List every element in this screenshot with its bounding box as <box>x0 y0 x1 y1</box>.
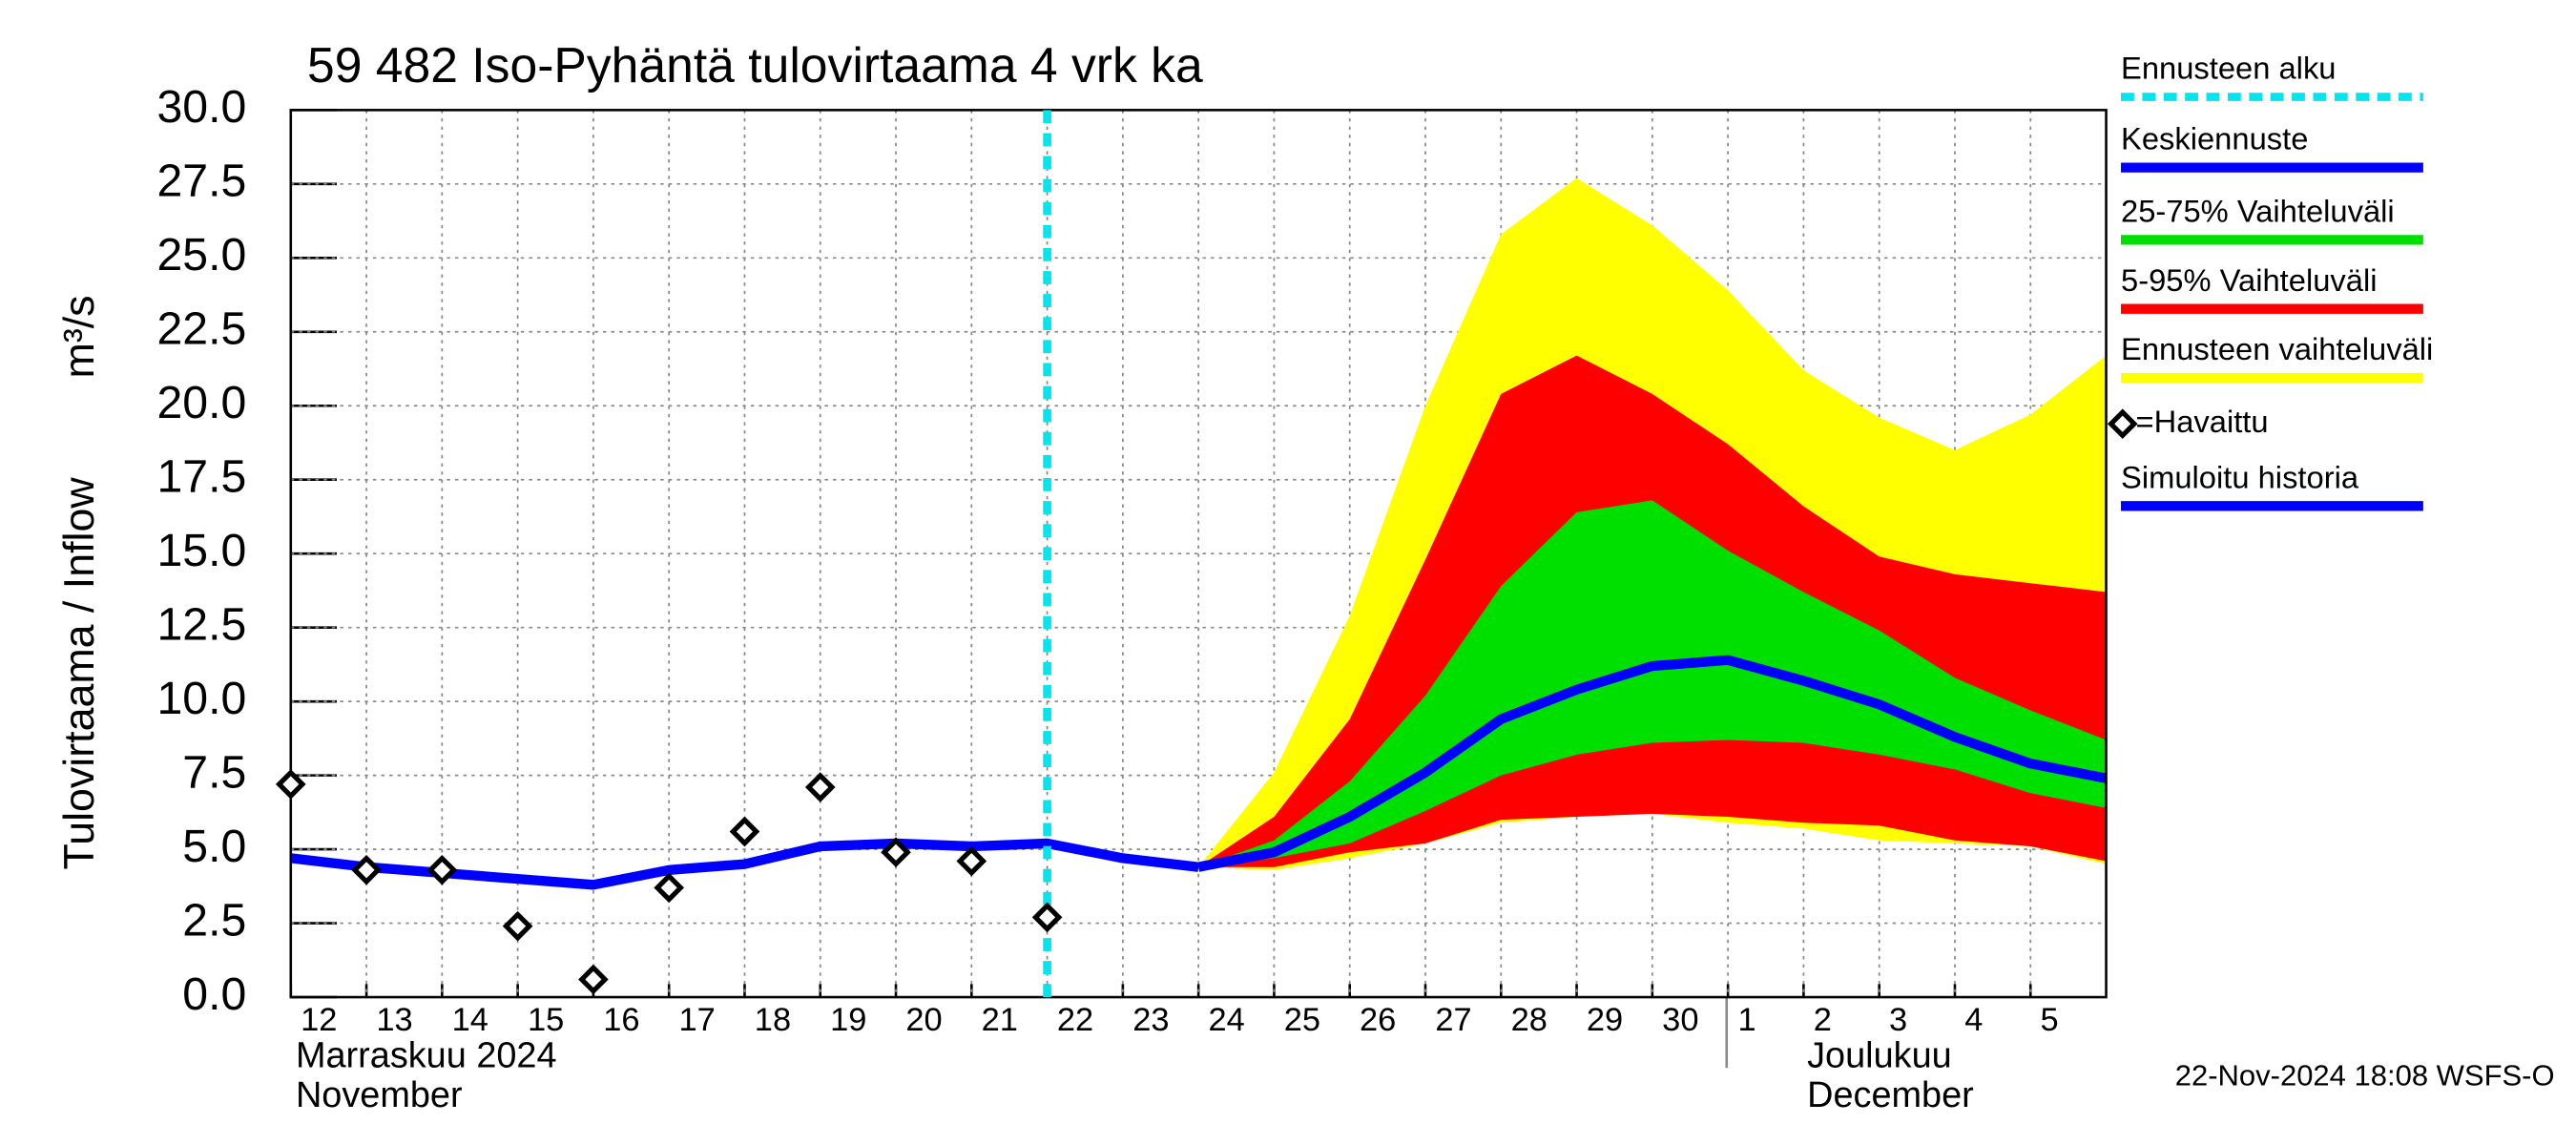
plot-frame <box>289 109 2108 999</box>
x-tick-label: 24 <box>1208 1002 1244 1038</box>
observed-point <box>275 769 306 800</box>
legend-label: Ennusteen alku <box>2121 51 2336 86</box>
x-tick-label: 14 <box>452 1002 488 1038</box>
x-tick-label: 28 <box>1511 1002 1548 1038</box>
observed-point <box>956 845 987 877</box>
x-tick-label: 15 <box>528 1002 564 1038</box>
y-tick-label: 10.0 <box>156 673 246 724</box>
x-tick-label: 18 <box>755 1002 791 1038</box>
x-tick-label: 16 <box>603 1002 639 1038</box>
y-tick-label: 17.5 <box>156 450 246 502</box>
legend-label: 5-95% Vaihteluväli <box>2121 262 2377 298</box>
x-tick-label: 29 <box>1587 1002 1623 1038</box>
x-tick-label: 27 <box>1435 1002 1471 1038</box>
y-tick-label: 2.5 <box>182 894 246 946</box>
observed-point <box>654 872 685 904</box>
y-tick-label: 25.0 <box>156 229 246 281</box>
x-tick-label: 30 <box>1662 1002 1698 1038</box>
x-tick-label: 23 <box>1132 1002 1169 1038</box>
x-tick-label: 13 <box>376 1002 412 1038</box>
x-tick-label: 1 <box>1737 1002 1755 1038</box>
y-tick-label: 27.5 <box>156 156 246 207</box>
y-tick-label: 7.5 <box>182 746 246 798</box>
x-tick-label: 2 <box>1814 1002 1832 1038</box>
footer: 22-Nov-2024 18:08 WSFS-O <box>2175 1059 2555 1093</box>
observed-point <box>578 964 609 995</box>
x-tick-label: 21 <box>982 1002 1018 1038</box>
observed-point <box>804 772 836 802</box>
y-tick-label: 0.0 <box>182 968 246 1020</box>
month-label: Joulukuu <box>1807 1036 1952 1076</box>
x-tick-label: 3 <box>1889 1002 1907 1038</box>
month-label: December <box>1807 1075 1974 1115</box>
y-tick-label: 5.0 <box>182 821 246 872</box>
legend-label: 25-75% Vaihteluväli <box>2121 193 2395 228</box>
chart-title: 59 482 Iso-Pyhäntä tulovirtaama 4 vrk ka <box>307 37 1203 93</box>
x-tick-label: 12 <box>301 1002 337 1038</box>
x-tick-label: 26 <box>1360 1002 1396 1038</box>
observed-point <box>502 910 533 942</box>
observed-point <box>881 837 911 868</box>
observed-point <box>351 854 382 885</box>
observed-point <box>426 854 458 885</box>
legend-label: =Havaittu <box>2136 404 2269 439</box>
observed-point <box>729 816 760 847</box>
y-tick-label: 20.0 <box>156 377 246 428</box>
y-axis-unit: m³/s <box>55 295 103 378</box>
y-tick-label: 22.5 <box>156 303 246 355</box>
observed-point <box>1031 902 1063 933</box>
legend-label: Keskiennuste <box>2121 121 2308 156</box>
x-tick-label: 19 <box>830 1002 866 1038</box>
x-tick-label: 22 <box>1057 1002 1093 1038</box>
legend: Ennusteen alku Keskiennuste 25-75% Vaihtel… <box>2107 51 2433 511</box>
legend-label: Simuloitu historia <box>2121 459 2359 494</box>
y-tick-label: 12.5 <box>156 598 246 650</box>
series-line <box>1197 655 2108 872</box>
y-axis-label: Tulovirtaama / Inflow <box>55 477 103 870</box>
x-tick-label: 17 <box>679 1002 716 1038</box>
legend-label: Ennusteen vaihteluväli <box>2121 331 2433 366</box>
legend-swatch <box>2107 408 2138 440</box>
month-label: Marraskuu 2024 <box>296 1036 557 1076</box>
x-tick-label: 20 <box>905 1002 942 1038</box>
x-tick-label: 25 <box>1284 1002 1320 1038</box>
y-tick-label: 15.0 <box>156 525 246 576</box>
y-tick-label: 30.0 <box>156 81 246 133</box>
bands <box>1198 177 2107 870</box>
x-tick-label: 5 <box>2041 1002 2059 1038</box>
x-tick-label: 4 <box>1964 1002 1983 1038</box>
month-label: November <box>296 1075 463 1115</box>
